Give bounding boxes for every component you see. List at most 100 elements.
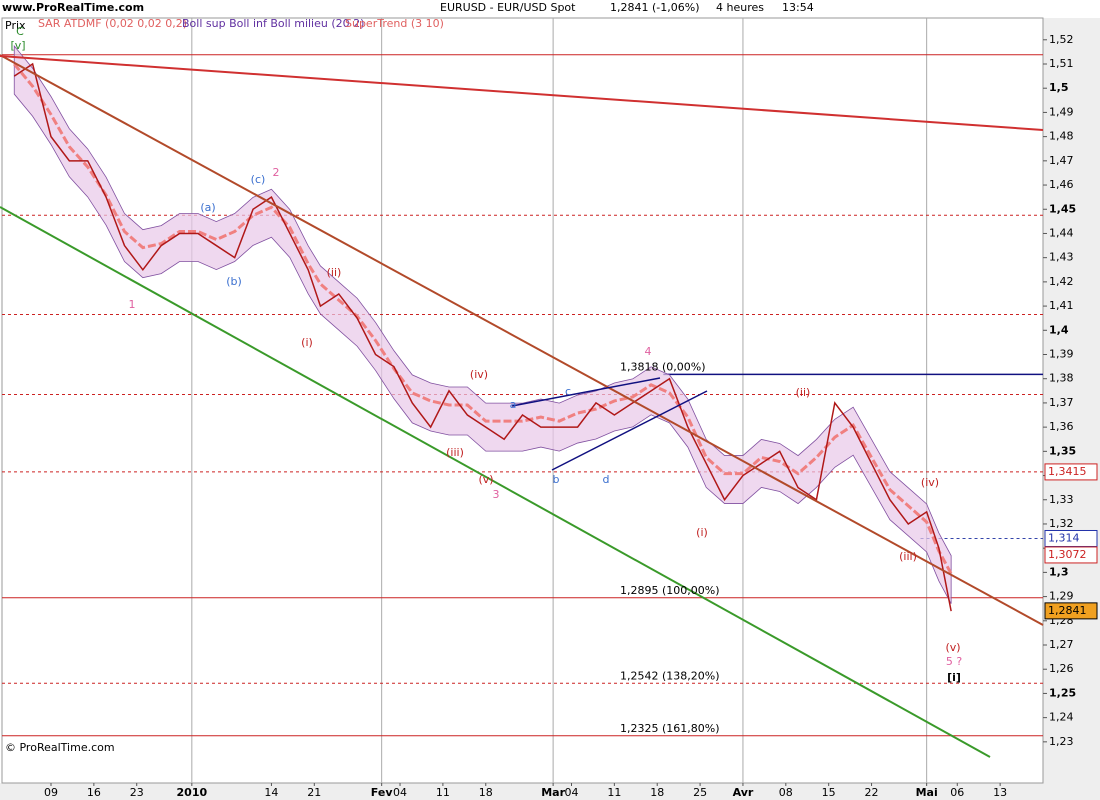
x-tick-label: 15 (822, 786, 836, 799)
price-label-box (1044, 463, 1098, 481)
y-tick-label: 1,43 (1049, 251, 1074, 264)
wave-label: (iv) (921, 476, 939, 489)
wave-label: (ii) (327, 266, 342, 279)
chart-title: EURUSD - EUR/USD Spot (440, 1, 576, 14)
time: 13:54 (782, 1, 814, 14)
x-tick-label: 14 (264, 786, 278, 799)
y-tick-label: 1,38 (1049, 372, 1074, 385)
level-label: 1,2325 (161,80%) (620, 722, 720, 735)
y-tick-label: 1,46 (1049, 178, 1074, 191)
x-tick-label: 13 (993, 786, 1007, 799)
y-tick-label: 1,41 (1049, 299, 1074, 312)
x-axis-panel (0, 783, 1043, 800)
x-tick-label: 22 (865, 786, 879, 799)
y-tick-label: 1,3 (1049, 565, 1069, 578)
y-tick-label: 1,45 (1049, 202, 1076, 215)
indicator: Boll sup Boll inf Boll milieu (20 2) (182, 17, 364, 30)
y-tick-label: 1,36 (1049, 420, 1074, 433)
y-tick-label: 1,4 (1049, 323, 1069, 336)
y-tick-label: 1,47 (1049, 154, 1074, 167)
support-line (0, 206, 991, 758)
y-axis-panel (1043, 18, 1100, 800)
plot-frame (1, 17, 1044, 784)
level-label: 1,3818 (0,00%) (620, 360, 706, 373)
level-label: 1,2895 (100,00%) (620, 584, 720, 597)
wave-label: C (16, 25, 24, 38)
x-tick-label: Fev (371, 786, 394, 799)
y-tick-label: 1,44 (1049, 226, 1074, 239)
price-label: 1,314 (1048, 531, 1080, 544)
wave-label: c (565, 385, 571, 398)
wave-label: (i) (301, 336, 313, 349)
x-tick-label: 18 (479, 786, 493, 799)
site: www.ProRealTime.com (2, 1, 144, 14)
price-line (13, 62, 952, 612)
x-tick-label: 25 (693, 786, 707, 799)
timeframe: 4 heures (716, 1, 764, 14)
y-tick-label: 1,23 (1049, 735, 1074, 748)
wave-label: (v) (478, 473, 493, 486)
y-tick-label: 1,35 (1049, 444, 1076, 457)
wave-label: 4 (645, 345, 652, 358)
trend-line (0, 55, 1044, 131)
x-tick-label: 08 (779, 786, 793, 799)
wave-label: (iii) (446, 446, 464, 459)
wave-label: (c) (251, 173, 266, 186)
x-tick-label: 09 (44, 786, 58, 799)
wave-label: (i) (696, 526, 708, 539)
wave-label: (ii) (796, 386, 811, 399)
wave-label: (iv) (470, 368, 488, 381)
x-tick-label: 16 (87, 786, 101, 799)
y-tick-label: 1,33 (1049, 493, 1074, 506)
y-axis-label: Prix (5, 19, 26, 32)
x-tick-label: Avr (733, 786, 754, 799)
wave-label: 2 (273, 166, 280, 179)
level-label: 1,2542 (138,20%) (620, 669, 720, 682)
y-tick-label: 1,29 (1049, 590, 1074, 603)
y-tick-label: 1,5 (1049, 81, 1069, 94)
wave-label: [i] (947, 671, 961, 684)
y-tick-label: 1,24 (1049, 711, 1074, 724)
wave-label: [v] (10, 39, 25, 52)
x-tick-label: 11 (607, 786, 621, 799)
x-tick-label: 23 (130, 786, 144, 799)
price-label: 1,3072 (1048, 548, 1087, 561)
price-label: 1,3415 (1048, 465, 1087, 478)
x-tick-label: 2010 (177, 786, 208, 799)
price-label: 1,2841 (1048, 604, 1087, 617)
wave-label: a (510, 398, 517, 411)
y-tick-label: 1,49 (1049, 105, 1074, 118)
supertrend (13, 63, 953, 575)
wave-label: 1 (129, 298, 136, 311)
wave-label: b (553, 473, 560, 486)
x-tick-label: 04 (393, 786, 407, 799)
y-tick-label: 1,42 (1049, 275, 1074, 288)
wave-label: (v) (945, 641, 960, 654)
y-tick-label: 1,27 (1049, 638, 1074, 651)
footer: © ProRealTime.com (5, 741, 115, 754)
wave-label: d (603, 473, 610, 486)
price-label-box (1044, 602, 1098, 620)
y-tick-label: 1,39 (1049, 348, 1074, 361)
y-tick-label: 1,48 (1049, 130, 1074, 143)
marks (13, 44, 953, 612)
wave-label: 5 ? (946, 655, 962, 668)
y-tick-label: 1,26 (1049, 662, 1074, 675)
wave-label: 3 (493, 488, 500, 501)
y-tick-label: 1,25 (1049, 686, 1076, 699)
y-tick-label: 1,51 (1049, 57, 1074, 70)
triangle-line (511, 377, 661, 407)
x-tick-label: 21 (307, 786, 321, 799)
grid (2, 18, 1043, 783)
quote: 1,2841 (-1,06%) (610, 1, 699, 14)
bollinger-band (13, 44, 952, 604)
x-tick-label: Mar (541, 786, 565, 799)
x-tick-label: Mai (916, 786, 938, 799)
wave-label: (b) (226, 275, 242, 288)
channel-line (0, 54, 1044, 626)
x-tick-label: 18 (650, 786, 664, 799)
price-label-box (1044, 546, 1098, 564)
y-tick-label: 1,52 (1049, 33, 1074, 46)
